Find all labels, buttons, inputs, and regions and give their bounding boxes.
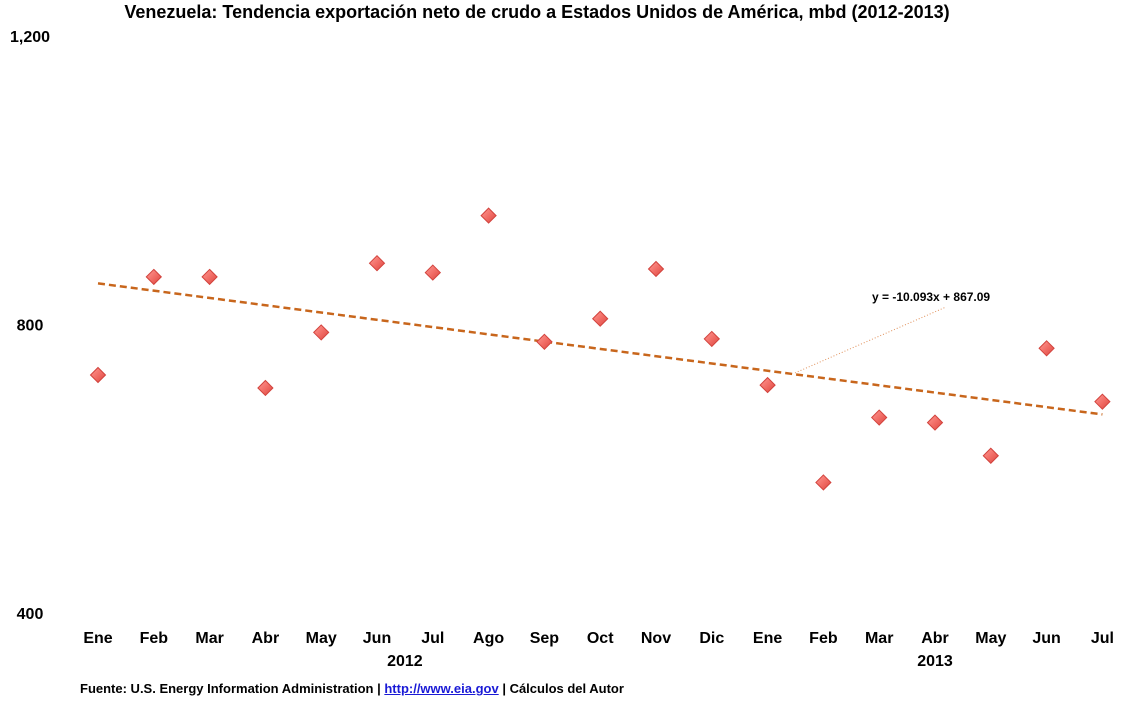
y-tick-label: 800 — [17, 318, 44, 335]
data-point — [201, 268, 218, 286]
data-point — [870, 409, 888, 426]
x-tick-label: Ago — [473, 630, 504, 647]
x-tick-label: Nov — [641, 630, 671, 647]
trendline-group — [97, 282, 1103, 416]
x-tick-label: Oct — [587, 630, 614, 647]
data-point — [368, 254, 386, 272]
source-suffix: | Cálculos del Autor — [498, 681, 624, 696]
x-axis-year-labels: 2012 2013 — [387, 653, 953, 670]
source-prefix: Fuente: U.S. Energy Information Administ… — [80, 681, 385, 696]
chart-title: Venezuela: Tendencia exportación neto de… — [124, 2, 949, 22]
data-point — [424, 264, 442, 281]
x-tick-label: Dic — [699, 630, 724, 647]
data-point — [982, 447, 1000, 464]
trendline-equation: y = -10.093x + 867.09 — [872, 290, 990, 304]
data-point — [89, 366, 107, 384]
y-tick-label: 1,200 — [10, 29, 50, 46]
y-axis-tick-labels: 400 800 1,200 — [10, 29, 50, 623]
x-tick-label: May — [975, 630, 1006, 647]
data-point — [536, 333, 553, 351]
data-point — [480, 207, 497, 224]
data-point — [926, 414, 944, 431]
x-tick-label: Abr — [921, 630, 949, 647]
x-tick-label: Abr — [252, 630, 280, 647]
data-point — [703, 330, 721, 348]
x-tick-label: Mar — [195, 630, 223, 647]
source-note: Fuente: U.S. Energy Information Administ… — [80, 681, 624, 696]
x-tick-label: Feb — [809, 630, 838, 647]
data-point — [257, 379, 274, 397]
x-tick-label: May — [306, 630, 337, 647]
x-tick-label: Jul — [1091, 630, 1114, 647]
x-tick-label: Ene — [753, 630, 782, 647]
trendline — [97, 282, 1103, 416]
x-tick-label: Jun — [1032, 630, 1060, 647]
data-point — [759, 376, 776, 394]
year-label: 2012 — [387, 653, 423, 670]
data-point — [1094, 393, 1111, 410]
data-point — [1038, 340, 1055, 357]
x-tick-label: Jun — [363, 630, 391, 647]
data-points — [89, 207, 1111, 491]
x-tick-label: Ene — [83, 630, 112, 647]
x-tick-label: Mar — [865, 630, 893, 647]
data-point — [145, 268, 163, 286]
x-tick-label: Jul — [421, 630, 444, 647]
source-link[interactable]: http://www.eia.gov — [384, 681, 499, 696]
equation-leader-line — [794, 306, 947, 374]
x-tick-label: Feb — [140, 630, 169, 647]
year-label: 2013 — [917, 653, 953, 670]
data-point — [647, 260, 665, 278]
x-axis-tick-labels: Ene Feb Mar Abr May Jun Jul Ago Sep Oct Nov Dic Ene F… — [83, 630, 1114, 647]
y-tick-label: 400 — [17, 606, 44, 623]
data-point — [815, 474, 832, 491]
trendline-equation-group: y = -10.093x + 867.09 — [794, 290, 990, 374]
data-point — [591, 310, 609, 327]
x-tick-label: Sep — [530, 630, 560, 647]
data-point — [312, 324, 330, 341]
